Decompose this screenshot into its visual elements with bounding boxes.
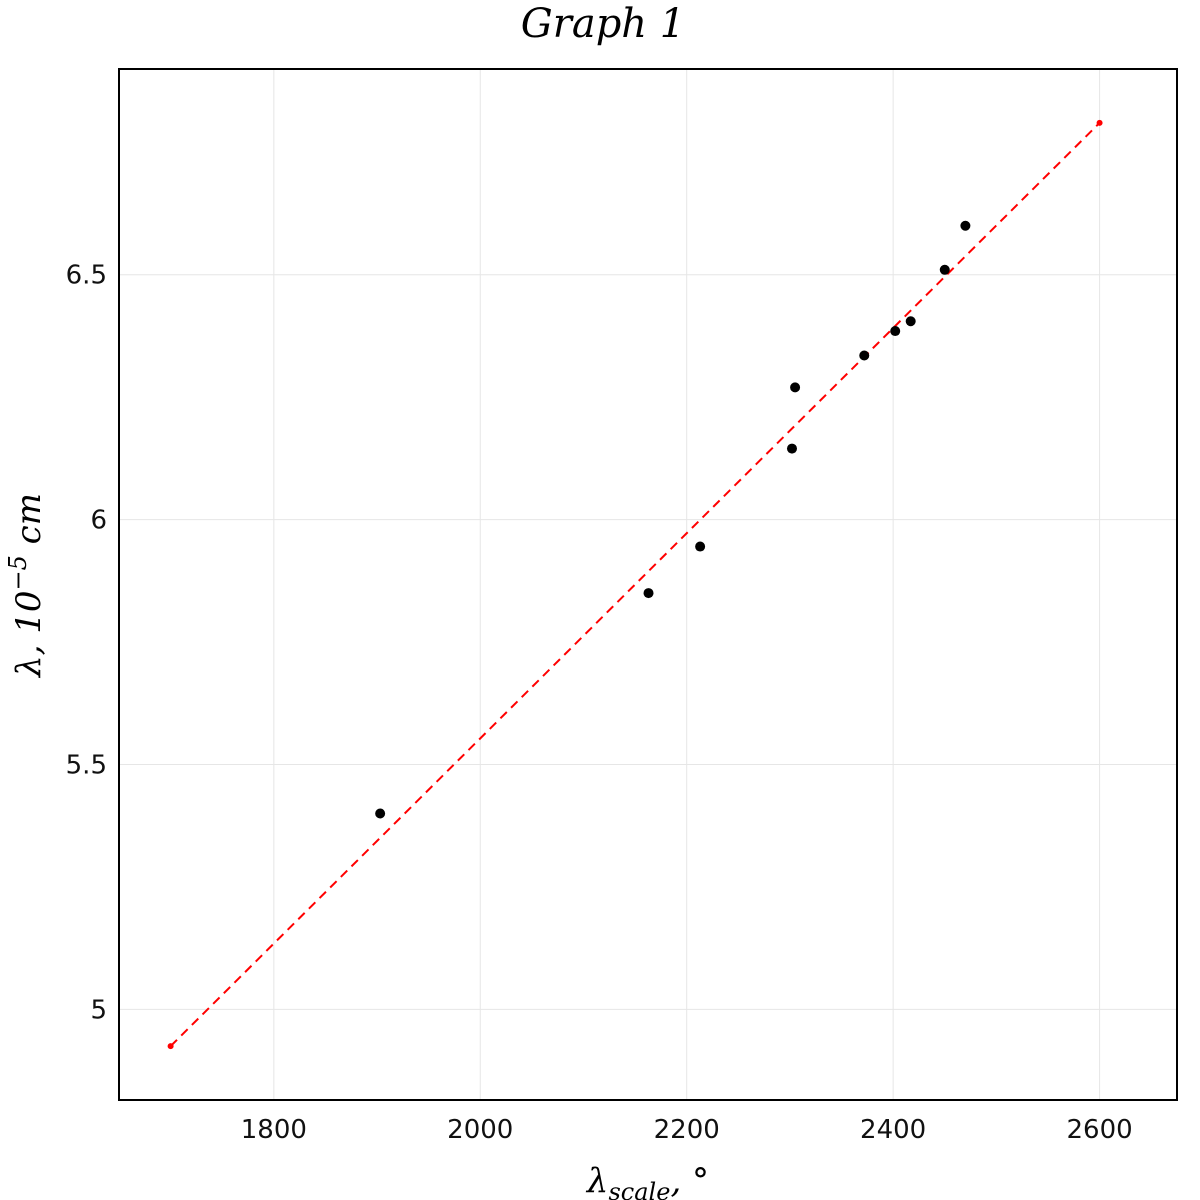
data-point-4 (786, 443, 797, 454)
x-axis-label-main: λ (585, 1161, 609, 1200)
data-point-2 (643, 588, 654, 599)
fit-line-layer (167, 119, 1103, 1050)
x-axis-label-sub: scale (608, 1178, 670, 1200)
y-tick-label-5-5: 5.5 (66, 750, 107, 780)
chart-title: Graph 1 (521, 1, 685, 47)
data-points (375, 220, 971, 819)
data-point-9 (939, 264, 950, 275)
data-point-6 (859, 350, 870, 361)
y-axis-label-suffix: cm (9, 493, 49, 555)
x-tick-label-2400: 2400 (860, 1115, 926, 1145)
data-point-1 (375, 808, 386, 819)
y-axis-label: λ, 10−5 cm (4, 493, 49, 679)
grid (119, 69, 1177, 1100)
fit-line-endpoint-end (1096, 119, 1103, 126)
x-tick-label-1800: 1800 (241, 1115, 307, 1145)
plot-frame (118, 68, 1178, 1101)
x-tick-label-2000: 2000 (447, 1115, 513, 1145)
data-point-3 (695, 541, 706, 552)
y-tick-label-6-5: 6.5 (66, 261, 107, 291)
y-axis-label-main: λ, 10 (9, 591, 49, 679)
fit-line-endpoint-start (167, 1043, 174, 1050)
fit-line (169, 122, 1101, 1047)
data-point-7 (890, 326, 901, 337)
x-tick-labels: 1800 2000 2200 2400 2600 (241, 1115, 1133, 1145)
data-point-5 (790, 382, 801, 393)
x-axis-label-suffix: , ° (670, 1161, 709, 1200)
x-tick-label-2600: 2600 (1066, 1115, 1132, 1145)
data-point-10 (960, 220, 971, 231)
y-tick-label-6: 6 (90, 506, 107, 536)
x-tick-label-2200: 2200 (654, 1115, 720, 1145)
y-tick-labels: 5 5.5 6 6.5 (66, 261, 107, 1026)
data-point-8 (905, 316, 916, 327)
x-axis-label: λscale, ° (585, 1161, 709, 1200)
y-tick-label-5: 5 (90, 995, 107, 1025)
y-axis-label-sup: −5 (4, 555, 32, 590)
